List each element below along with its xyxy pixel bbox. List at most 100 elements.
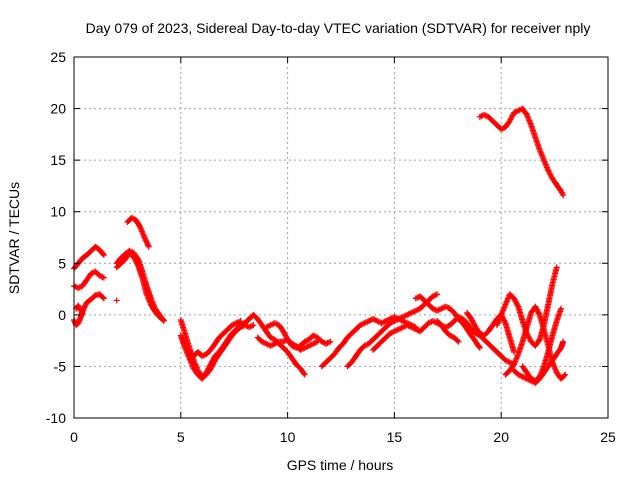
data-point: [507, 335, 518, 355]
data-point: [303, 336, 312, 344]
x-tick-label: 15: [387, 429, 403, 445]
data-point: [418, 301, 428, 311]
data-point: [499, 124, 509, 132]
data-point: [139, 269, 150, 289]
data-point: [349, 353, 359, 365]
data-point: [494, 350, 505, 360]
data-point: [80, 276, 90, 288]
data-point: [516, 372, 526, 380]
data-point: [78, 308, 86, 317]
data-point: [486, 114, 496, 124]
data-point: [277, 341, 287, 351]
data-point: [460, 317, 471, 327]
data-point: [545, 280, 556, 307]
data-point: [401, 311, 411, 320]
data-point: [353, 346, 364, 358]
data-point: [392, 326, 402, 334]
data-point: [435, 319, 445, 329]
data-point: [289, 356, 300, 368]
data-point: [311, 333, 321, 341]
data-point: [537, 148, 547, 164]
axis-ticks: 0 5 10 15 20 25 -10 -5 0 5 10 15 20 25: [46, 49, 616, 445]
data-point: [260, 339, 270, 347]
data-point: [405, 322, 415, 331]
plot-frame: [73, 56, 609, 419]
data-point: [380, 318, 389, 326]
data-point: [80, 252, 90, 261]
data-point: [460, 321, 471, 333]
data-point: [545, 168, 556, 182]
data-point: [84, 270, 95, 282]
data-point: [130, 215, 139, 223]
data-point: [520, 106, 530, 118]
data-point: [354, 322, 364, 332]
data-point: [401, 318, 411, 327]
data-point: [84, 247, 95, 258]
data-point: [114, 255, 124, 266]
data-point: [75, 303, 84, 313]
data-point: [362, 340, 372, 349]
data-points: [71, 105, 569, 386]
data-point: [384, 315, 394, 324]
data-point: [239, 320, 248, 328]
data-point: [178, 333, 189, 351]
data-point: [76, 282, 86, 291]
y-axis-label: SDTVAR / TECUs: [6, 182, 22, 294]
data-point: [182, 331, 193, 351]
series-sat-x: [519, 305, 565, 384]
data-point: [473, 325, 483, 337]
data-point: [515, 305, 526, 325]
data-point: [371, 342, 381, 352]
data-point: [559, 371, 569, 381]
data-point: [456, 314, 466, 322]
y-tick-label: 10: [50, 204, 66, 220]
series-sat-m: [263, 320, 334, 351]
series-sat-q: [412, 293, 483, 351]
data-point: [97, 292, 107, 302]
data-point: [550, 176, 560, 188]
data-point: [221, 326, 231, 336]
data-point: [230, 320, 240, 328]
data-point: [213, 348, 223, 359]
data-point: [142, 235, 152, 250]
data-point: [383, 320, 394, 330]
data-point: [431, 291, 441, 299]
data-point: [486, 322, 496, 334]
data-point: [550, 360, 560, 376]
data-point: [512, 107, 522, 116]
data-point: [307, 340, 317, 349]
data-point: [93, 269, 103, 279]
series-sat-r: [434, 313, 518, 368]
data-point: [397, 324, 406, 332]
data-point: [217, 330, 227, 340]
data-point: [422, 298, 432, 308]
data-point: [379, 334, 389, 344]
data-point: [549, 318, 560, 338]
data-point: [298, 366, 308, 378]
data-point: [340, 334, 351, 346]
data-point: [469, 333, 479, 345]
data-point: [422, 320, 432, 330]
data-point: [448, 333, 458, 341]
data-point: [375, 338, 385, 348]
data-point: [409, 324, 419, 333]
data-point: [366, 336, 377, 346]
data-point: [268, 335, 278, 343]
data-point: [512, 368, 522, 378]
data-point: [498, 301, 509, 317]
data-point: [82, 299, 90, 309]
data-point: [452, 335, 462, 345]
data-point: [397, 313, 406, 322]
data-point: [503, 367, 513, 377]
x-axis-label: GPS time / hours: [287, 457, 394, 473]
data-point: [379, 324, 389, 334]
data-point: [464, 311, 475, 322]
data-point: [113, 297, 120, 304]
y-tick-label: 15: [50, 152, 66, 168]
data-point: [204, 361, 214, 375]
data-point: [533, 373, 543, 383]
data-point: [558, 189, 567, 199]
data-point: [486, 341, 496, 351]
series-sat-j: [190, 318, 244, 360]
